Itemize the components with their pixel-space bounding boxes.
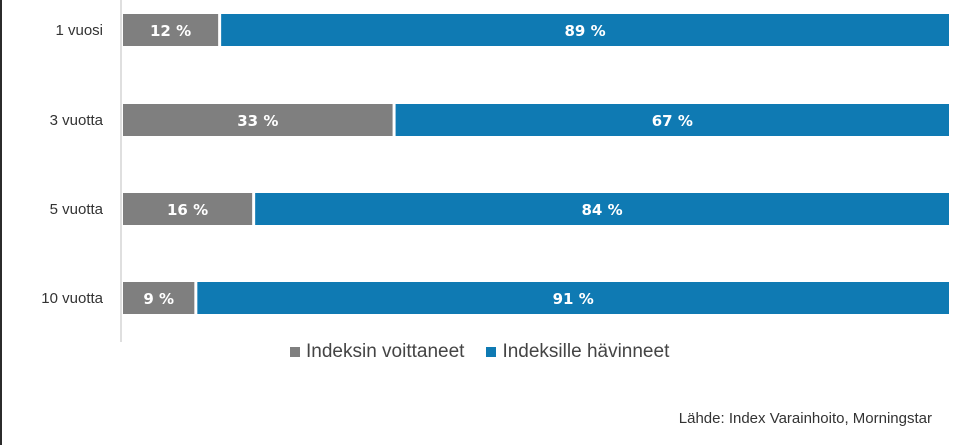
bar-data-label: 33 % <box>237 112 278 130</box>
bar-segment <box>123 104 393 136</box>
bar-segment <box>221 14 949 46</box>
bar-segment <box>123 14 219 46</box>
bar-data-label: 91 % <box>553 290 594 308</box>
legend-item-winners: Indeksin voittaneet <box>290 341 464 363</box>
bar-data-label: 89 % <box>564 22 605 40</box>
bar-segment <box>123 282 195 314</box>
category-label: 3 vuotta <box>50 112 104 129</box>
legend: Indeksin voittaneet Indeksille hävinneet <box>0 341 974 363</box>
bar-segment <box>255 193 949 225</box>
category-labels: 1 vuosi 3 vuotta 5 vuotta 10 vuotta <box>41 22 103 307</box>
category-label: 10 vuotta <box>41 290 103 307</box>
bar-segment <box>395 104 950 136</box>
bar-data-labels: 12 % 89 % 33 % 67 % 16 % 84 % 9 % 91 % <box>143 22 693 308</box>
bar-data-label: 9 % <box>143 290 174 308</box>
legend-label-winners: Indeksin voittaneet <box>306 341 465 362</box>
category-label: 5 vuotta <box>50 201 104 218</box>
source-note: Lähde: Index Varainhoito, Morningstar <box>678 410 932 427</box>
bar-data-label: 12 % <box>150 22 191 40</box>
category-label: 1 vuosi <box>55 22 103 39</box>
bar-segment <box>197 282 950 314</box>
legend-label-losers: Indeksille hävinneet <box>502 341 670 362</box>
left-frame-border <box>0 0 2 445</box>
bar-data-label: 67 % <box>652 112 693 130</box>
legend-item-losers: Indeksille hävinneet <box>486 341 669 363</box>
bar-segment <box>123 193 253 225</box>
legend-swatch-winners <box>290 347 300 357</box>
bar-data-label: 16 % <box>167 201 208 219</box>
bars <box>123 14 950 314</box>
legend-swatch-losers <box>486 347 497 357</box>
bar-data-label: 84 % <box>582 201 623 219</box>
